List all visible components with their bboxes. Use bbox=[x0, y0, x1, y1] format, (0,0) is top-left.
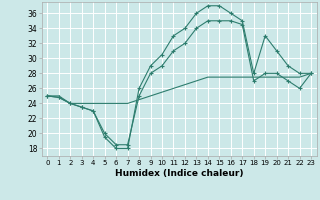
X-axis label: Humidex (Indice chaleur): Humidex (Indice chaleur) bbox=[115, 169, 244, 178]
